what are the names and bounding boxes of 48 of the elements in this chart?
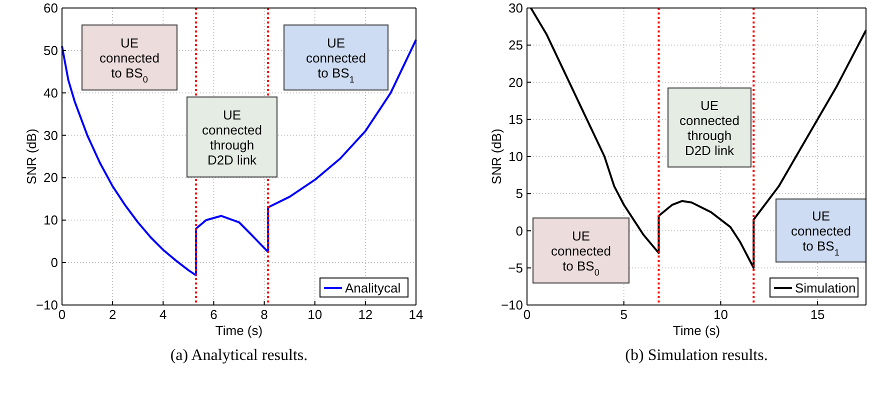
y-tick-label: 20 [44, 170, 58, 186]
text: (b) Simulation results. [625, 347, 768, 364]
y-tick-label: 10 [44, 212, 58, 228]
line-series [61, 38, 417, 276]
y-tick-label: 10 [508, 149, 523, 164]
annotation: UE connected through D2D link [680, 98, 740, 158]
y-tick-label: 0 [50, 255, 58, 270]
y-tick-label: 60 [44, 0, 58, 16]
x-tick-label: 6 [210, 307, 218, 322]
text-box: UE connected through D2D link [186, 96, 278, 178]
text-box: UE connected through D2D link [668, 88, 752, 168]
x-axis-title: Time (s) [215, 323, 263, 338]
x-tick-label: 15 [810, 307, 825, 322]
y-axis-title: SNR (dB) [489, 128, 504, 184]
text-box: UE connected to BS$_{1}$ [776, 198, 866, 262]
annotation: UE connected through D2D link [202, 108, 262, 168]
y-tick-label: 50 [44, 42, 58, 58]
y-tick-label: 5 [516, 186, 523, 202]
x-tick-label: 4 [160, 307, 167, 322]
y-tick-label: 40 [44, 85, 58, 100]
text-box: UE connected to BS$_{1}$ [284, 24, 388, 90]
legend-label: Analitycal [345, 280, 401, 296]
legend-label: Simulation [795, 280, 856, 296]
y-tick-label: 20 [508, 74, 523, 90]
annotation: UE connected to BS$_{0}$ [551, 228, 611, 278]
y-tick-label: 30 [44, 128, 58, 143]
text-box: UE connected to BS$_{0}$ [532, 218, 630, 284]
x-axis-title: Time (s) [672, 323, 720, 338]
annotation: UE connected to BS$_{1}$ [306, 36, 366, 84]
x-tick-label: 2 [108, 307, 116, 322]
text: (a) Analytical results. [170, 347, 308, 364]
y-tick-label: −10 [500, 298, 523, 312]
x-tick-label: 14 [408, 307, 424, 322]
x-tick-label: 12 [358, 307, 373, 322]
x-tick-label: 8 [260, 307, 268, 322]
annotation: UE connected to BS$_{1}$ [791, 208, 851, 258]
y-tick-label: 0 [516, 223, 523, 238]
x-tick-label: 10 [308, 307, 322, 322]
y-axis-title: SNR (dB) [24, 128, 39, 184]
y-tick-label: 25 [508, 38, 523, 53]
y-tick-label: −5 [508, 260, 523, 276]
y-tick-label: 15 [508, 112, 523, 127]
x-tick-label: 10 [713, 307, 728, 322]
annotation: UE connected to BS$_{0}$ [100, 36, 160, 84]
text-box: UE connected to BS$_{0}$ [82, 24, 178, 90]
x-tick-label: 5 [620, 307, 628, 322]
y-tick-label: 30 [508, 0, 523, 16]
y-tick-label: −10 [36, 298, 58, 312]
